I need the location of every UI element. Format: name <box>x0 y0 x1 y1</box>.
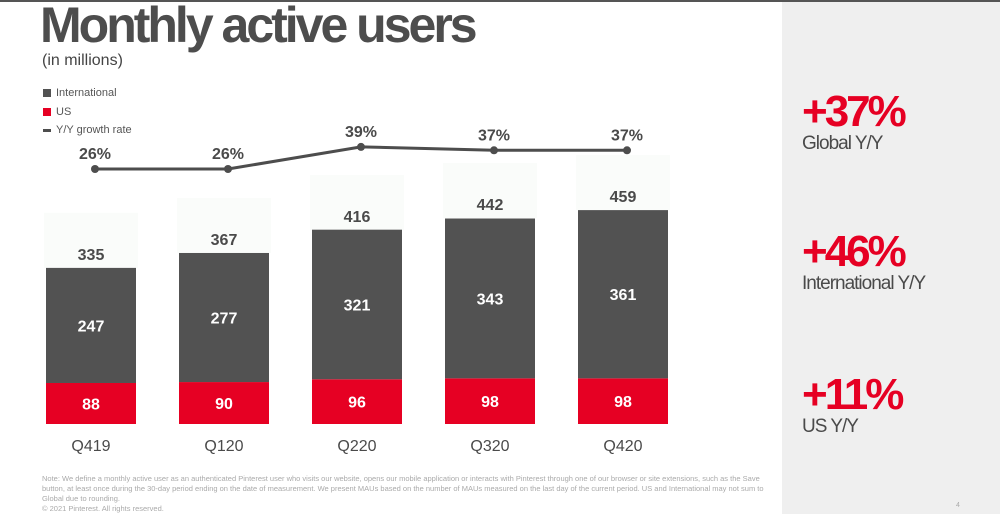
bar-total-bg <box>310 175 404 231</box>
growth-label: 37% <box>611 127 643 144</box>
stat-label: International Y/Y <box>802 273 926 294</box>
bar-international <box>578 210 668 379</box>
stat-label: US Y/Y <box>802 416 859 437</box>
bar-international <box>312 229 402 380</box>
growth-point <box>357 142 365 151</box>
growth-point <box>623 146 631 155</box>
bar-international <box>445 218 535 379</box>
stat-value: +11% <box>802 370 904 419</box>
label-total: 416 <box>344 209 371 226</box>
copyright: © 2021 Pinterest. All rights reserved. <box>42 504 164 513</box>
legend-international: International <box>43 84 132 103</box>
chart: 88 247 335 Q419 90 277 367 Q120 96 321 416 Q220 98 34… <box>44 124 670 455</box>
bar-international <box>179 252 269 383</box>
label-us: 90 <box>215 396 233 413</box>
x-tick-label: Q419 <box>71 438 110 455</box>
legend-swatch <box>43 89 51 98</box>
stat-value: +46% <box>802 227 907 276</box>
legend-growth: Y/Y growth rate <box>43 121 132 140</box>
growth-point <box>224 165 232 173</box>
legend-label: Y/Y growth rate <box>56 124 132 137</box>
page-number: 4 <box>956 502 960 509</box>
growth-label: 26% <box>212 146 244 163</box>
x-tick-label: Q220 <box>337 438 376 455</box>
stat-us: +11% US Y/Y <box>802 370 904 437</box>
stat-global: +37% Global Y/Y <box>802 87 907 154</box>
label-us: 88 <box>82 396 100 413</box>
bar-us <box>179 382 269 424</box>
bar-total-bg <box>576 155 670 211</box>
label-international: 343 <box>477 291 504 308</box>
growth-point <box>91 165 99 173</box>
label-us: 96 <box>348 395 366 412</box>
label-us: 98 <box>481 394 499 411</box>
bar-international <box>46 267 136 383</box>
legend-swatch <box>43 128 51 132</box>
footnote: Note: We define a monthly active user as… <box>42 474 782 514</box>
label-total: 335 <box>78 247 105 264</box>
legend-swatch <box>43 107 51 116</box>
label-international: 321 <box>344 297 371 314</box>
legend: International US Y/Y growth rate <box>43 84 132 140</box>
bar-total-bg <box>443 163 537 219</box>
stat-label: Global Y/Y <box>802 133 883 154</box>
label-total: 367 <box>211 232 238 249</box>
label-international: 247 <box>78 318 105 335</box>
top-border <box>0 0 1000 2</box>
label-total: 442 <box>477 197 504 214</box>
legend-label: International <box>56 87 117 100</box>
legend-label: US <box>56 105 72 118</box>
growth-label: 26% <box>79 146 111 163</box>
x-tick-label: Q420 <box>603 438 642 455</box>
bar-us <box>312 379 402 424</box>
label-international: 277 <box>211 311 238 328</box>
x-tick-label: Q120 <box>204 438 243 455</box>
label-international: 361 <box>610 287 637 304</box>
side-panel <box>782 2 1000 514</box>
footnote-text: Note: We define a monthly active user as… <box>42 474 764 503</box>
label-us: 98 <box>614 394 632 411</box>
stat-value: +37% <box>802 87 907 136</box>
stat-international: +46% International Y/Y <box>802 227 926 294</box>
legend-us: US <box>43 103 132 122</box>
page-title: Monthly active users <box>40 0 478 53</box>
bar-us <box>46 382 136 424</box>
growth-point <box>490 146 498 155</box>
growth-label: 39% <box>345 124 377 141</box>
bar-us <box>445 378 535 424</box>
bar-us <box>578 378 668 424</box>
growth-label: 37% <box>478 127 510 144</box>
bar-total-bg <box>44 212 138 268</box>
label-total: 459 <box>610 189 637 206</box>
subtitle: (in millions) <box>42 52 123 69</box>
bar-total-bg <box>177 197 271 253</box>
x-tick-label: Q320 <box>470 438 509 455</box>
